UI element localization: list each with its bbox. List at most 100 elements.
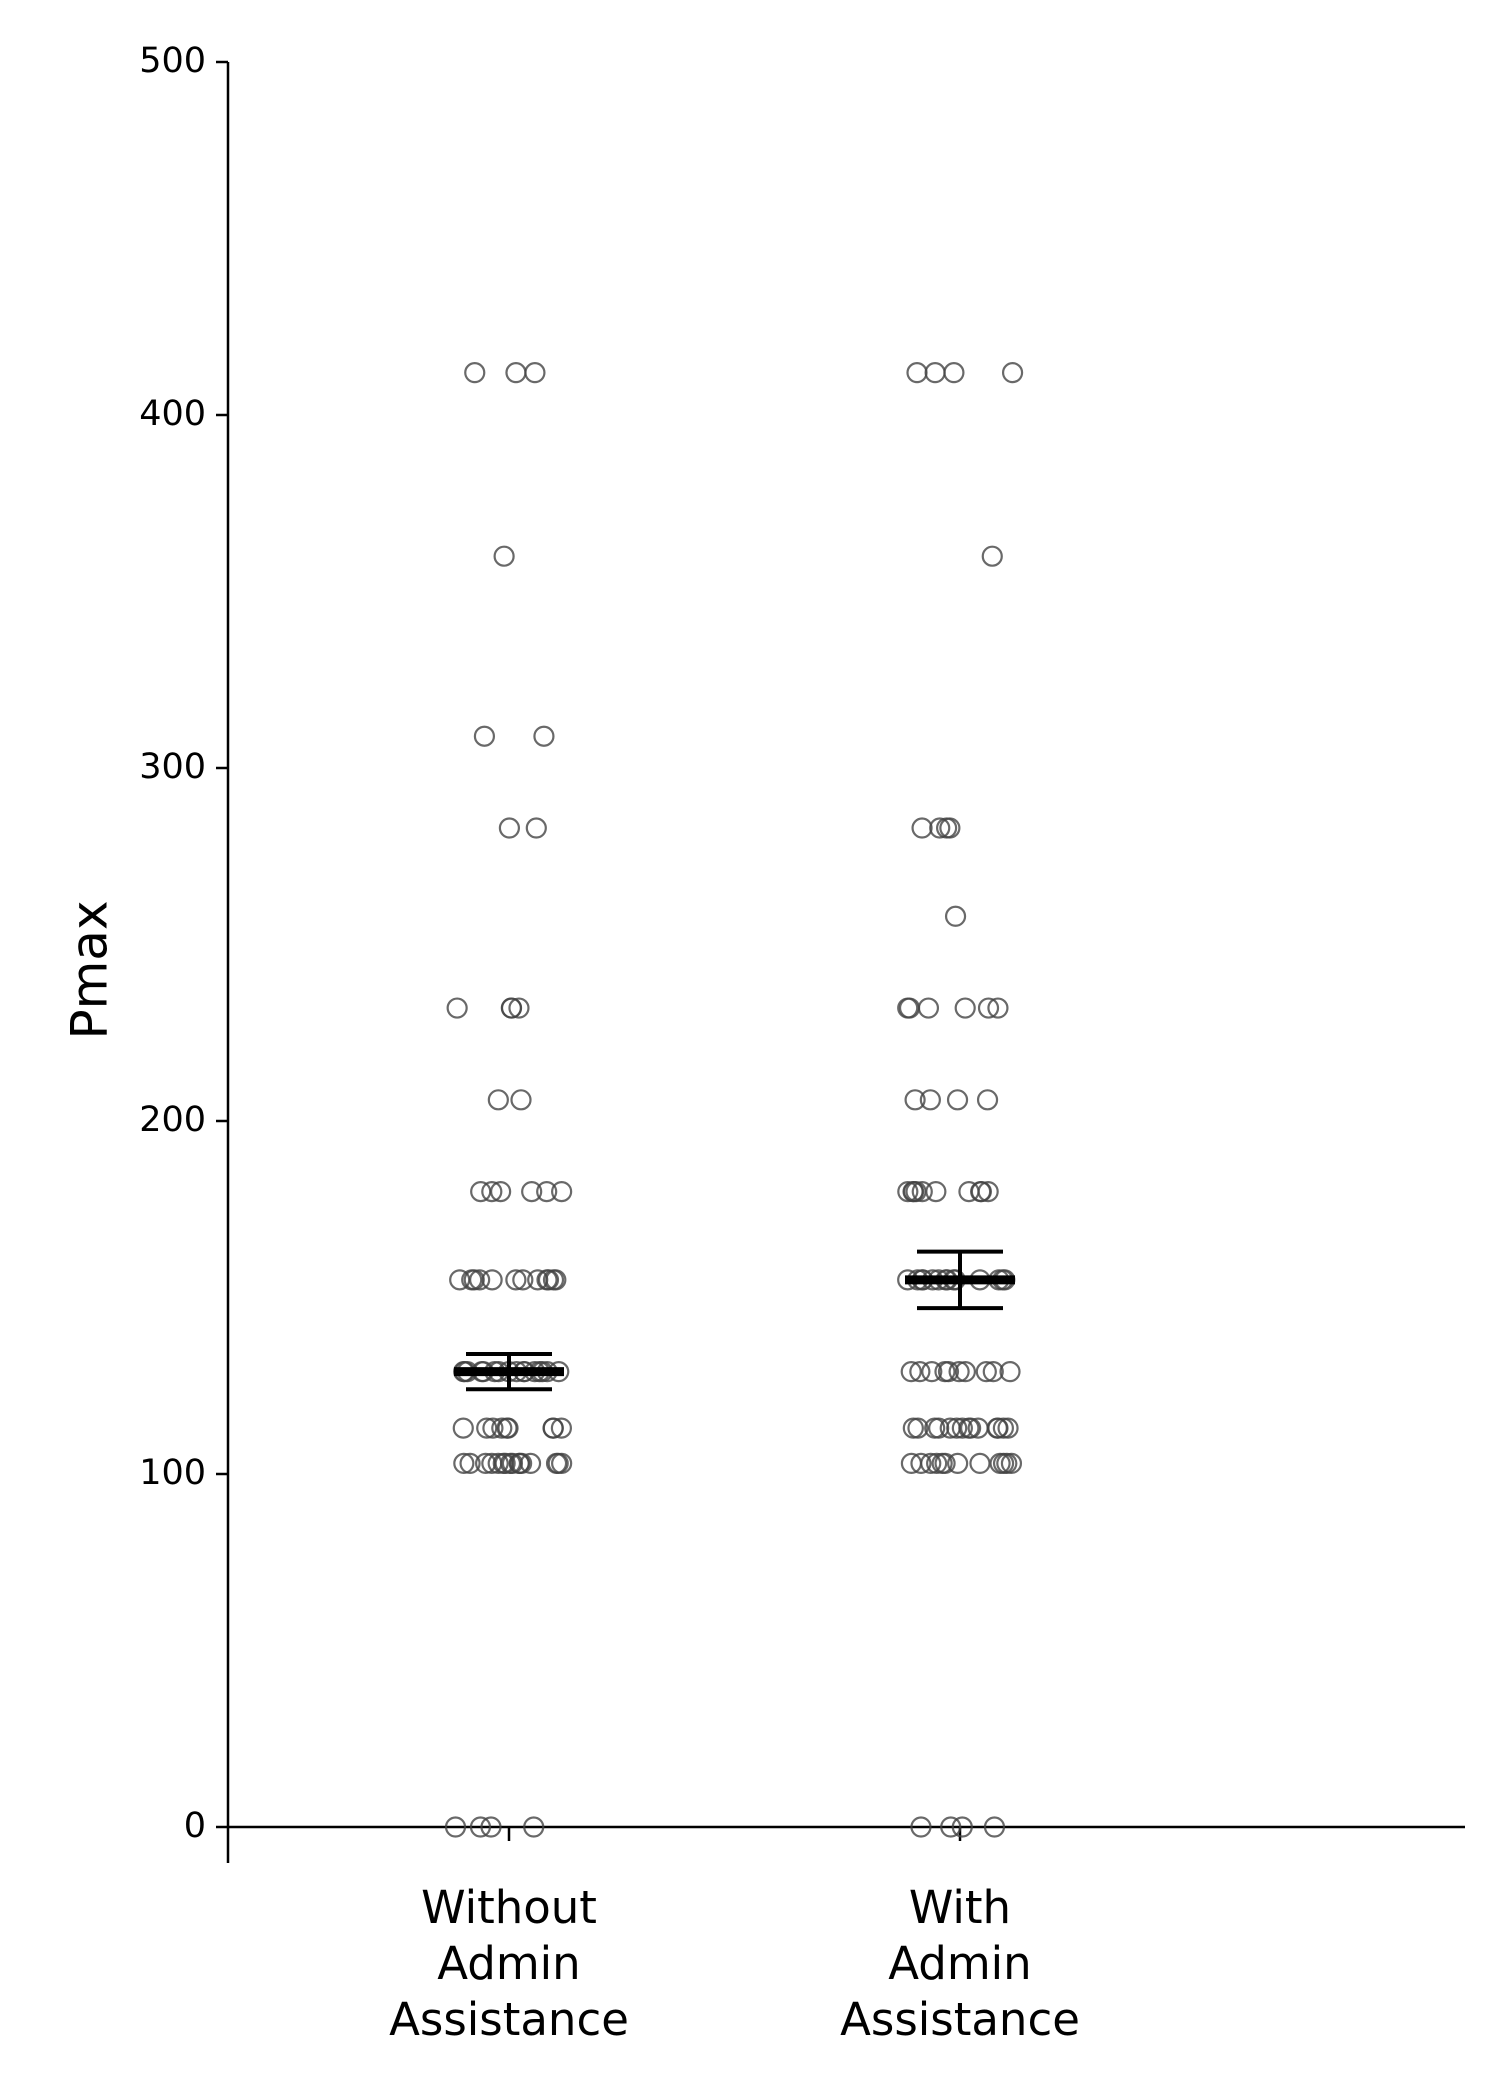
data-point [498, 817, 521, 839]
data-point [909, 1361, 931, 1383]
y-tick-label: 400 [139, 394, 206, 434]
data-point [928, 1417, 950, 1439]
data-point [987, 1417, 1009, 1439]
data-point [512, 1269, 534, 1291]
data-point [900, 1452, 923, 1475]
data-point [943, 362, 965, 384]
data-point [523, 1816, 545, 1838]
data-point [550, 1417, 573, 1439]
data-point [491, 1417, 513, 1439]
data-point [948, 1361, 970, 1383]
data-point [947, 1452, 969, 1475]
data-point [482, 1417, 504, 1439]
data-point [937, 1361, 960, 1383]
data-point [981, 545, 1003, 567]
data-point [463, 1269, 485, 1291]
data-point [903, 1180, 925, 1203]
data-point [469, 1269, 491, 1291]
data-point [470, 1180, 492, 1203]
data-point [996, 1452, 1018, 1475]
y-tick-label: 0 [184, 1806, 206, 1846]
data-point [931, 1452, 953, 1475]
y-tick-label: 100 [139, 1453, 206, 1493]
data-point [464, 362, 486, 384]
data-point [940, 1816, 962, 1838]
x-tick-label: Without Admin Assistance [389, 1881, 629, 2046]
data-point [444, 1816, 467, 1838]
x-tick-label: With Admin Assistance [840, 1881, 1080, 2046]
data-point [494, 1452, 516, 1475]
data-point [924, 362, 946, 384]
data-point [545, 1452, 568, 1475]
data-point [982, 1361, 1004, 1383]
data-point [924, 1417, 946, 1439]
data-point [1001, 362, 1024, 384]
data-point [469, 1816, 492, 1838]
data-point [907, 1417, 929, 1439]
data-point [542, 1269, 565, 1291]
data-point [929, 817, 951, 839]
data-point [911, 817, 933, 839]
data-point [508, 1452, 531, 1475]
data-point [446, 997, 468, 1019]
data-point [481, 1269, 503, 1291]
data-point [917, 997, 940, 1019]
data-point [501, 1452, 524, 1475]
y-tick-label: 500 [139, 41, 206, 81]
data-point [904, 1089, 926, 1111]
data-point [989, 1452, 1011, 1475]
data-point [481, 1180, 503, 1203]
data-point [897, 1180, 919, 1203]
data-point [911, 1180, 933, 1203]
data-point [970, 1180, 992, 1203]
data-point [975, 1361, 997, 1383]
data-point [977, 997, 1000, 1019]
data-point [944, 905, 967, 927]
y-axis-label: Pmax [61, 900, 119, 1039]
data-point [983, 1816, 1006, 1838]
data-point [898, 997, 921, 1019]
data-point [493, 545, 515, 567]
data-point [525, 817, 547, 839]
data-point [987, 997, 1009, 1019]
data-point [542, 1417, 564, 1439]
data-point [954, 997, 976, 1019]
data-point [524, 362, 546, 384]
data-point [999, 1361, 1021, 1383]
data-point [527, 1269, 549, 1291]
data-point [487, 1089, 509, 1111]
data-point [500, 997, 522, 1019]
data-point [473, 725, 496, 747]
data-point [919, 1089, 941, 1111]
data-point [946, 1089, 969, 1111]
data-point [910, 1816, 932, 1838]
data-point [505, 362, 527, 384]
data-point [551, 1452, 573, 1475]
data-point [476, 1417, 498, 1439]
data-point [459, 1452, 481, 1475]
data-point [533, 725, 555, 747]
data-point [951, 1816, 973, 1838]
data-point [925, 1180, 947, 1203]
data-point [521, 1180, 543, 1203]
data-point [921, 1361, 943, 1383]
data-point [497, 1417, 519, 1439]
data-point [487, 1452, 509, 1475]
data-point [976, 1089, 999, 1111]
y-tick-label: 300 [139, 747, 206, 787]
data-point [977, 1180, 999, 1203]
data-point [505, 1269, 527, 1291]
data-point [453, 1452, 475, 1475]
data-point [954, 1361, 976, 1383]
data-point [480, 1816, 502, 1838]
data-point [551, 1180, 573, 1203]
data-point [969, 1452, 991, 1475]
data-point [951, 1417, 973, 1439]
data-point [536, 1180, 558, 1203]
data-point [510, 1089, 532, 1111]
y-tick-label: 200 [139, 1100, 206, 1140]
data-point [960, 1417, 982, 1439]
data-point [906, 362, 928, 384]
